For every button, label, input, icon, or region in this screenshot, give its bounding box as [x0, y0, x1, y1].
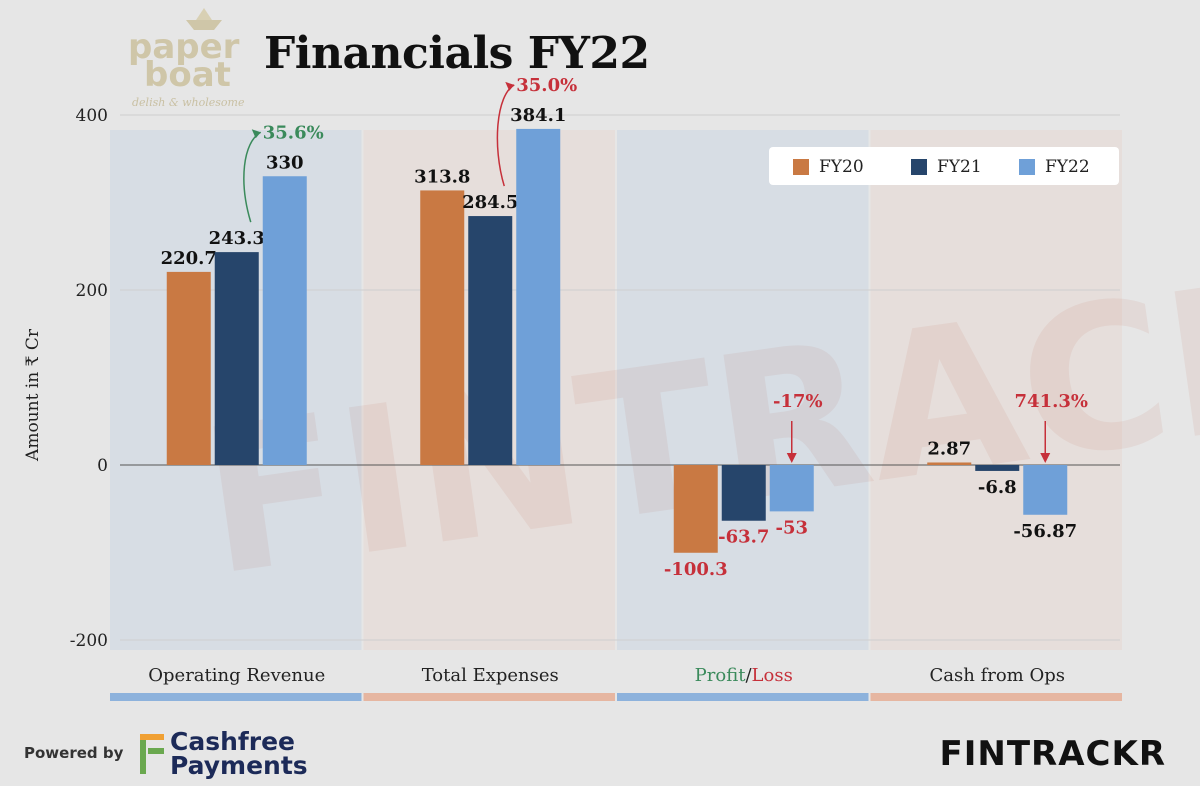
legend-item-fy21: FY21: [911, 157, 982, 177]
category-band-strip: [363, 693, 615, 701]
growth-arrowhead: [1040, 453, 1051, 463]
bar-fy21: [721, 465, 766, 521]
bar-fy21: [214, 252, 259, 465]
sponsor-line1: Cashfree: [170, 727, 296, 756]
value-label: -6.8: [978, 477, 1017, 498]
legend-label-fy22: FY22: [1045, 157, 1090, 177]
legend-label-fy21: FY21: [937, 157, 982, 177]
y-tick-label: 200: [76, 281, 108, 301]
category-label: Operating Revenue: [148, 665, 325, 686]
bar-fy20: [420, 190, 465, 466]
value-label: 243.3: [209, 228, 265, 249]
bar-fy22: [769, 465, 814, 512]
growth-arrowhead: [251, 129, 261, 139]
y-tick-label: 0: [97, 456, 108, 476]
growth-arrowhead: [505, 81, 515, 91]
sponsor-name: Cashfree Payments: [170, 727, 308, 780]
paper-boat-logo: paper boat delish & wholesome: [128, 30, 246, 110]
bar-fy20: [673, 465, 718, 553]
bar-fy20: [927, 462, 972, 465]
category-label: Cash from Ops: [930, 665, 1065, 686]
value-label: 220.7: [161, 248, 217, 269]
legend-swatch-fy20: [793, 159, 809, 175]
bar-fy22: [262, 176, 307, 465]
y-tick-label: 400: [76, 106, 108, 126]
logo-tagline: delish & wholesome: [132, 96, 245, 109]
growth-label: 35.0%: [516, 75, 577, 96]
value-label: 2.87: [927, 438, 971, 459]
bar-fy20: [166, 271, 211, 465]
legend-label-fy20: FY20: [819, 157, 864, 177]
value-label: -100.3: [664, 559, 728, 580]
y-tick-label: -200: [70, 631, 108, 651]
category-band-strip: [617, 693, 869, 701]
chart-title: Financials FY22: [264, 28, 650, 79]
legend-swatch-fy21: [911, 159, 927, 175]
bar-fy22: [1023, 465, 1068, 515]
value-label: -63.7: [718, 527, 769, 548]
value-label: 384.1: [510, 105, 566, 126]
legend-item-fy20: FY20: [793, 157, 864, 177]
chart-legend: FY20 FY21 FY22: [769, 147, 1119, 185]
y-axis-label: Amount in ₹ Cr: [23, 328, 43, 462]
growth-label: 741.3%: [1015, 391, 1088, 412]
cashfree-logo-icon: [140, 734, 164, 774]
growth-label: 35.6%: [263, 122, 324, 143]
value-label: -53: [775, 517, 808, 538]
category-band-strip: [870, 693, 1122, 701]
category-label: Total Expenses: [422, 665, 559, 686]
value-label: 313.8: [414, 166, 470, 187]
paper-boat-icon: [186, 8, 222, 30]
legend-swatch-fy22: [1019, 159, 1035, 175]
bar-fy22: [516, 128, 561, 465]
powered-by-label: Powered by: [24, 744, 124, 762]
growth-arrowhead: [786, 453, 797, 463]
category-band: [870, 130, 1122, 650]
category-label: Profit/Loss: [695, 665, 793, 686]
value-label: 284.5: [462, 192, 518, 213]
bar-fy21: [975, 465, 1020, 471]
growth-label: -17%: [773, 391, 823, 412]
fintrackr-brand: FINTRACKR: [939, 734, 1166, 774]
logo-word-boat: boat: [144, 55, 231, 95]
value-label: 330: [266, 152, 304, 173]
value-label: -56.87: [1013, 521, 1077, 542]
bar-fy21: [468, 216, 513, 465]
legend-item-fy22: FY22: [1019, 157, 1090, 177]
logo-word-paper: paper: [128, 27, 240, 67]
category-band-strip: [110, 693, 362, 701]
sponsor-line2: Payments: [170, 751, 308, 780]
category-band: [617, 130, 869, 650]
